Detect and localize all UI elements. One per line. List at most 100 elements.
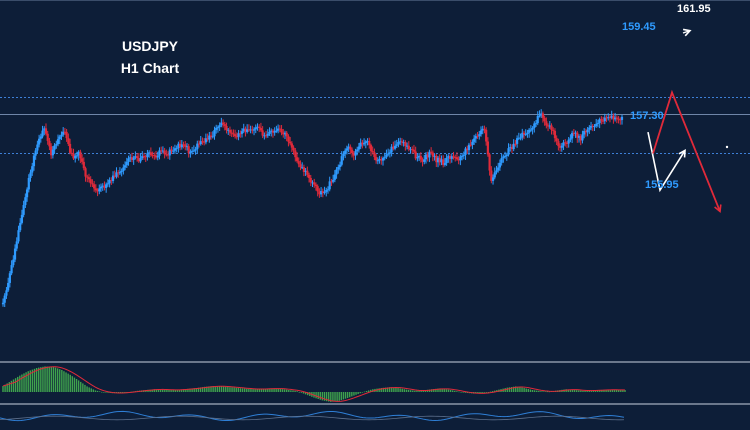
candle-body [500, 157, 503, 163]
candle-body [454, 157, 457, 159]
oscillator-bar [157, 389, 160, 392]
oscillator-bar [243, 388, 246, 392]
candle-body [201, 141, 204, 143]
candle-body [180, 144, 183, 148]
candle-body [557, 141, 560, 147]
oscillator-bar [48, 366, 50, 392]
candle-body [127, 158, 130, 162]
oscillator-bar [323, 392, 326, 401]
candle-body [614, 117, 617, 120]
oscillator-bar [56, 368, 59, 392]
candle-body [25, 189, 29, 198]
candle-body [505, 154, 508, 157]
oscillator-bar [73, 377, 76, 392]
candle-body [442, 159, 445, 165]
candle-body [106, 183, 109, 185]
oscillator-bar [401, 388, 403, 392]
candle-body [20, 214, 24, 223]
candle-body [118, 172, 122, 174]
oscillator-bar [573, 390, 576, 392]
oscillator-bar [588, 390, 590, 392]
oscillator-bar [162, 389, 164, 392]
candle-body [416, 157, 419, 159]
candle-body [397, 142, 400, 145]
candles [1, 109, 624, 308]
oscillator-bar [267, 388, 269, 392]
oscillator-bar [489, 391, 492, 393]
candle-body [466, 148, 469, 151]
oscillator-bar [403, 389, 406, 392]
oscillator-bar [418, 390, 420, 392]
candle-body [503, 156, 507, 158]
candle-body [111, 175, 115, 182]
candle-body [87, 177, 91, 180]
candle-body [221, 122, 225, 125]
oscillator-bar [29, 370, 32, 392]
candle-body [574, 132, 577, 134]
oscillator-bar [178, 389, 181, 392]
candle-body [34, 150, 37, 156]
candle-body [283, 132, 287, 135]
candle-body [125, 161, 128, 166]
oscillator-bar [582, 390, 584, 392]
candle-body [583, 131, 586, 135]
candle-body [292, 147, 295, 151]
oscillator-bar [536, 390, 538, 392]
candle-body [571, 132, 574, 139]
oscillator-bar [529, 389, 532, 392]
oscillator-bar [538, 390, 540, 392]
candle-body [115, 172, 118, 177]
candle-body [430, 151, 433, 153]
forecast-arrows [647, 28, 722, 214]
oscillator-bar [454, 390, 456, 392]
candle-body [390, 146, 393, 153]
candle-body [620, 116, 624, 120]
candle-body [577, 136, 581, 138]
forecast-down-arrowhead [714, 204, 722, 214]
candle-body [562, 142, 565, 146]
candle-body [457, 159, 460, 161]
candle-body [196, 143, 199, 150]
oscillator-bar [6, 383, 8, 392]
candle-body [400, 141, 404, 143]
candle-body [445, 157, 448, 164]
candle-body [282, 132, 285, 135]
candle-body [509, 147, 512, 149]
candle-body [607, 117, 610, 119]
candle-body [450, 156, 453, 159]
candle-body [15, 241, 18, 249]
oscillator-bar [107, 392, 109, 393]
candle-body [53, 145, 56, 150]
oscillator-bar [288, 390, 290, 392]
candle-body [270, 130, 273, 132]
oscillator-bar [437, 388, 439, 392]
oscillator-bar [258, 389, 261, 392]
candle-body [46, 133, 49, 141]
oscillator-bar [624, 390, 626, 392]
candle-body [601, 120, 605, 122]
candle-body [177, 143, 180, 149]
oscillator-bar [40, 367, 42, 392]
candle-body [235, 136, 238, 138]
oscillator-bar [14, 378, 17, 392]
oscillator-bar [433, 389, 435, 392]
candle-body [459, 156, 462, 161]
oscillator-bar [246, 388, 248, 392]
candle-body [491, 177, 495, 181]
candle-body [263, 135, 266, 137]
candle-body [598, 119, 601, 123]
oscillator-bar [571, 389, 574, 392]
candle-body [96, 190, 99, 192]
oscillator-bar [229, 387, 231, 392]
oscillator-bar [63, 371, 65, 392]
oscillator-bar [344, 392, 347, 399]
candle-body [1, 302, 5, 305]
oscillator-bar [325, 392, 328, 402]
oscillator-bar [424, 390, 427, 392]
candle-body [528, 129, 531, 133]
candle-body [380, 159, 383, 161]
candle-body [497, 167, 500, 171]
oscillator-bar [172, 389, 174, 392]
oscillator-bar [359, 392, 361, 394]
candle-body [120, 170, 123, 173]
